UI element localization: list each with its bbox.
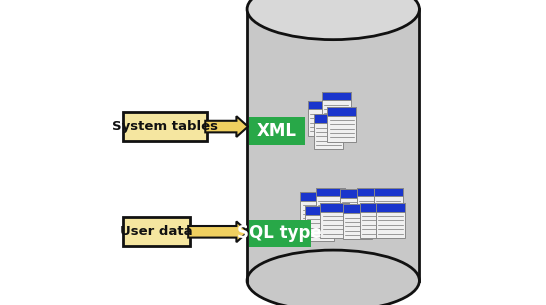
Bar (357, 188, 386, 223)
Bar (327, 107, 356, 116)
Bar (247, 9, 419, 281)
FancyArrow shape (188, 221, 248, 242)
Bar (343, 204, 372, 213)
Bar (314, 114, 343, 149)
Bar (316, 188, 345, 223)
Bar (308, 101, 337, 136)
Text: User data: User data (120, 225, 193, 238)
Text: XML: XML (257, 122, 297, 140)
Bar (376, 203, 405, 212)
Bar (343, 204, 372, 239)
FancyBboxPatch shape (123, 112, 207, 141)
Bar (305, 206, 334, 241)
Ellipse shape (247, 250, 419, 305)
Bar (308, 101, 337, 109)
Text: System tables: System tables (112, 120, 218, 133)
Bar (340, 189, 369, 224)
Bar (327, 107, 356, 142)
Bar (300, 192, 329, 201)
Text: SQL type: SQL type (238, 224, 322, 242)
Bar (305, 206, 334, 215)
Bar (357, 188, 386, 196)
Ellipse shape (247, 0, 419, 40)
FancyBboxPatch shape (248, 220, 311, 247)
Bar (322, 92, 351, 127)
FancyBboxPatch shape (123, 217, 190, 246)
FancyBboxPatch shape (248, 117, 305, 145)
Bar (373, 188, 402, 196)
FancyArrow shape (205, 116, 248, 137)
Bar (300, 192, 329, 227)
Bar (314, 114, 343, 123)
Bar (360, 203, 389, 238)
Bar (321, 203, 349, 238)
Bar (316, 188, 345, 196)
Bar (373, 188, 402, 223)
Bar (376, 203, 405, 238)
Bar (340, 189, 369, 198)
Bar (321, 203, 349, 212)
Bar (360, 203, 389, 212)
Bar (322, 92, 351, 100)
